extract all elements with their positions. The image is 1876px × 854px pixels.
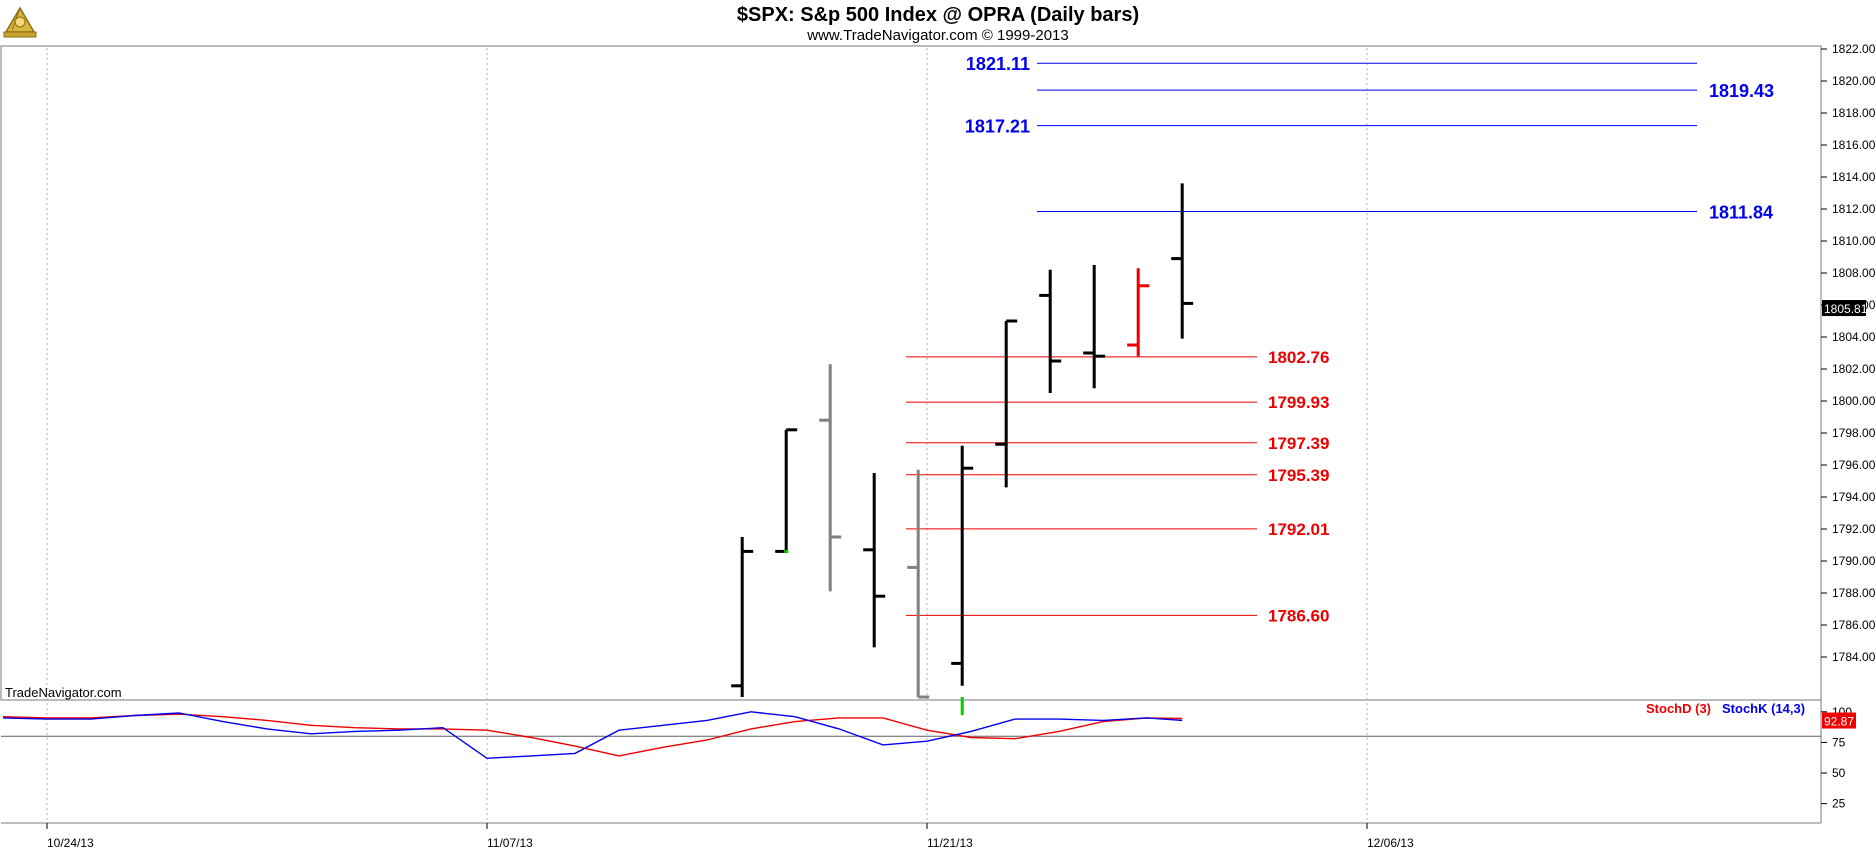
grid-layer <box>46 48 1368 823</box>
y-tick-label: 1788.00 <box>1832 586 1876 600</box>
support-label: 1797.39 <box>1268 434 1329 453</box>
resistance-label: 1811.84 <box>1709 203 1773 223</box>
stoch-d-line <box>2 713 1183 757</box>
chart-title: $SPX: S&p 500 Index @ OPRA (Daily bars) <box>737 4 1139 26</box>
y-tick-label: 1784.00 <box>1832 650 1876 664</box>
y-tick-label: 1790.00 <box>1832 554 1876 568</box>
y-tick-label: 1808.00 <box>1832 266 1876 280</box>
y-tick-label: 1818.00 <box>1832 106 1876 120</box>
y-tick-label: 1792.00 <box>1832 522 1876 536</box>
resistance-label: 1819.43 <box>1709 81 1774 101</box>
x-tick-label: 10/24/13 <box>47 836 94 850</box>
ohlc-bar <box>907 469 930 699</box>
legend-stoch-k: StochK (14,3) <box>1722 701 1805 716</box>
y-tick-label: 1798.00 <box>1832 426 1876 440</box>
stoch-y-tick-label: 25 <box>1832 797 1846 811</box>
y-tick-label: 1802.00 <box>1832 362 1876 376</box>
y-tick-label: 1820.00 <box>1832 74 1876 88</box>
y-tick-label: 1786.00 <box>1832 618 1876 632</box>
axis-layer: 10/24/13 11/07/13 11/21/13 12/06/13 1822.00 1… <box>46 42 1876 850</box>
y-tick-label: 1812.00 <box>1832 202 1876 216</box>
legend-stoch-d: StochD (3) <box>1646 701 1711 716</box>
ohlc-bar <box>1083 265 1106 389</box>
stoch-y-tick-label: 50 <box>1832 766 1846 780</box>
y-tick-label: 1814.00 <box>1832 170 1876 184</box>
resistance-label: 1821.11 <box>966 54 1030 74</box>
ohlc-bar <box>775 428 798 553</box>
ohlc-bar <box>863 473 886 648</box>
y-tick-label: 1810.00 <box>1832 234 1876 248</box>
y-tick-label: 1816.00 <box>1832 138 1876 152</box>
main-panel-frame <box>0 45 1822 701</box>
support-label: 1795.39 <box>1268 466 1329 485</box>
x-tick-label: 12/06/13 <box>1367 836 1414 850</box>
header-background <box>0 0 1876 46</box>
levels-layer: 1821.11 1819.43 1817.21 1811.84 1802.76 1799.… <box>906 54 1774 625</box>
last-price-label: 1805.81 <box>1824 302 1868 316</box>
stoch-k-line <box>2 711 1183 760</box>
support-label: 1792.01 <box>1268 520 1329 539</box>
ohlc-bar <box>1039 269 1062 393</box>
ohlc-bar <box>819 364 842 592</box>
stochastic-layer <box>1 711 1821 760</box>
support-label: 1799.93 <box>1268 393 1329 412</box>
last-price-flag <box>1822 300 1866 317</box>
ohlc-bar <box>1127 268 1150 357</box>
ohlc-bar <box>995 319 1018 488</box>
ohlc-bar <box>951 445 974 686</box>
support-label: 1786.60 <box>1268 606 1329 625</box>
resistance-label: 1817.21 <box>965 117 1030 137</box>
chart-subtitle: www.TradeNavigator.com © 1999-2013 <box>806 27 1068 44</box>
y-tick-label: 1796.00 <box>1832 458 1876 472</box>
bars-layer <box>731 183 1194 715</box>
support-label: 1802.76 <box>1268 348 1329 367</box>
ohlc-bar <box>1171 183 1194 339</box>
y-tick-label: 1800.00 <box>1832 394 1876 408</box>
stoch-last-value-flag <box>1822 712 1856 729</box>
stoch-y-tick-label: 75 <box>1832 735 1846 749</box>
watermark-text: TradeNavigator.com <box>5 685 122 700</box>
y-tick-label: 1822.00 <box>1832 42 1876 56</box>
x-tick-label: 11/21/13 <box>927 836 973 850</box>
sextant-logo-icon[interactable] <box>3 6 37 38</box>
ohlc-bar <box>731 537 754 697</box>
x-tick-label: 11/07/13 <box>487 836 533 850</box>
y-tick-label: 1794.00 <box>1832 490 1876 504</box>
y-tick-label: 1804.00 <box>1832 330 1876 344</box>
stoch-last-value-label: 92.87 <box>1824 715 1854 729</box>
